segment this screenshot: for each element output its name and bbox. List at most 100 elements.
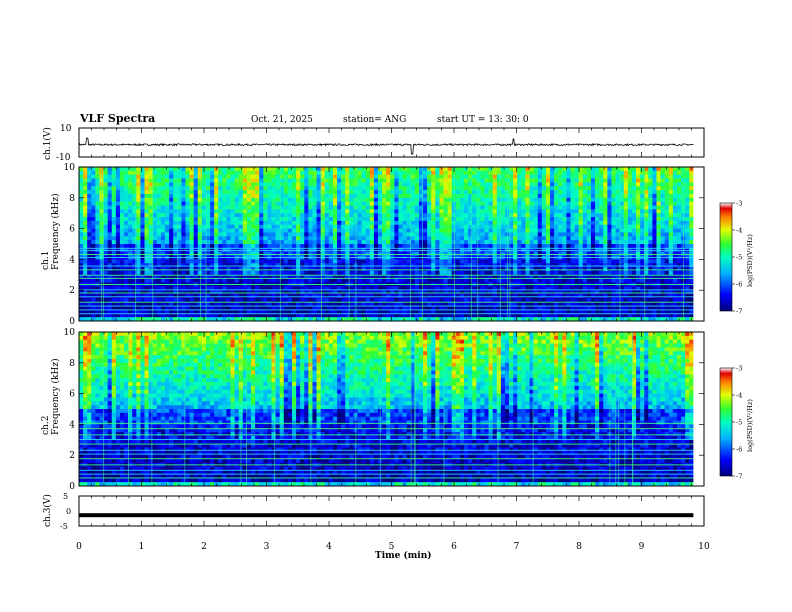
spec-cell xyxy=(418,170,424,175)
spec-cell xyxy=(165,294,170,299)
spec-cell xyxy=(95,228,100,233)
spec-cell xyxy=(95,209,100,214)
spec-cell xyxy=(287,274,293,279)
spec-cell xyxy=(201,205,207,210)
spec-cell xyxy=(390,217,395,222)
spec-cell xyxy=(410,317,416,322)
spec-cell xyxy=(459,220,465,226)
spec-cell xyxy=(369,232,375,237)
spec-cell xyxy=(369,263,375,268)
spec-cell xyxy=(386,201,391,206)
spec-cell xyxy=(513,186,518,191)
spec-cell xyxy=(476,186,481,191)
spec-cell xyxy=(570,224,575,229)
spec-cell xyxy=(509,247,514,252)
spec-cell xyxy=(361,251,367,256)
spec-cell xyxy=(160,251,166,256)
spec-cell xyxy=(492,240,498,245)
spec-cell xyxy=(443,244,448,249)
spec-cell xyxy=(251,274,256,279)
spec-cell xyxy=(517,178,522,183)
spec-cell xyxy=(390,251,395,256)
spec-cell xyxy=(337,197,342,202)
spec-cell xyxy=(324,217,330,222)
spec-cell xyxy=(373,317,379,322)
spec-cell xyxy=(320,201,326,206)
spec-cell xyxy=(398,190,403,195)
spec-cell xyxy=(443,270,448,276)
spec-cell xyxy=(533,317,539,322)
spec-cell xyxy=(132,201,137,206)
spec-cell xyxy=(447,317,453,322)
spec-cell xyxy=(541,217,547,222)
spec-cell xyxy=(455,209,461,214)
spec-cell xyxy=(304,278,309,283)
spec-cell xyxy=(242,213,248,218)
spec-cell xyxy=(373,232,379,237)
spec-cell xyxy=(296,251,301,256)
spec-cell xyxy=(255,236,260,241)
spec-cell xyxy=(406,267,412,272)
spec-cell xyxy=(291,201,297,206)
spec-cell xyxy=(140,236,145,241)
spec-cell xyxy=(91,263,96,268)
spec-cell xyxy=(566,294,571,299)
spec-cell xyxy=(357,286,362,291)
spec-cell xyxy=(291,217,297,222)
spec-cell xyxy=(124,297,129,303)
spec-cell xyxy=(296,228,301,233)
spec-cell xyxy=(103,201,108,206)
spec-cell xyxy=(275,193,280,199)
spec-cell xyxy=(517,317,522,322)
spec-cell xyxy=(427,217,432,222)
spec-cell xyxy=(255,201,260,206)
spec-cell xyxy=(529,278,534,283)
spec-cell xyxy=(550,267,555,272)
spec-cell xyxy=(504,170,510,175)
spec-cell xyxy=(484,201,489,206)
spec-cell xyxy=(136,247,141,252)
spec-cell xyxy=(291,236,297,241)
spec-cell xyxy=(189,236,194,241)
spec-cell xyxy=(124,170,129,175)
spec-cell xyxy=(283,186,289,191)
spec-cell xyxy=(443,278,448,283)
spec-cell xyxy=(324,209,330,214)
spec-cell xyxy=(300,201,305,206)
spec-cell xyxy=(513,182,518,187)
spec-cell xyxy=(439,290,444,295)
spec-cell xyxy=(83,186,88,191)
spec-cell xyxy=(423,305,428,310)
spec-cell xyxy=(291,294,297,299)
spec-cell xyxy=(255,297,260,303)
spec-cell xyxy=(251,259,256,264)
spec-cell xyxy=(201,309,207,314)
spec-cell xyxy=(337,217,342,222)
spec-cell xyxy=(480,274,485,279)
spec-cell xyxy=(283,197,289,202)
spec-cell xyxy=(496,294,502,299)
spec-cell xyxy=(492,294,498,299)
spec-cell xyxy=(226,178,231,183)
spec-cell xyxy=(251,290,256,295)
spec-cell xyxy=(447,170,453,175)
spec-cell xyxy=(459,232,465,237)
spec-cell xyxy=(218,263,223,268)
spec-cell xyxy=(398,286,403,291)
spec-cell xyxy=(181,278,186,283)
spec-cell xyxy=(443,190,448,195)
spec-cell xyxy=(234,220,240,226)
spec-cell xyxy=(267,263,272,268)
spec-cell xyxy=(283,240,289,245)
spec-cell xyxy=(468,236,473,241)
spec-cell xyxy=(156,263,162,268)
spec-cell xyxy=(423,224,428,229)
spec-cell xyxy=(480,193,485,199)
spec-cell xyxy=(464,178,469,183)
spec-cell xyxy=(345,274,350,279)
spec-cell xyxy=(304,251,309,256)
spec-cell xyxy=(160,309,166,314)
spec-cell xyxy=(427,228,432,233)
spec-cell xyxy=(545,228,551,233)
spec-cell xyxy=(316,286,321,291)
